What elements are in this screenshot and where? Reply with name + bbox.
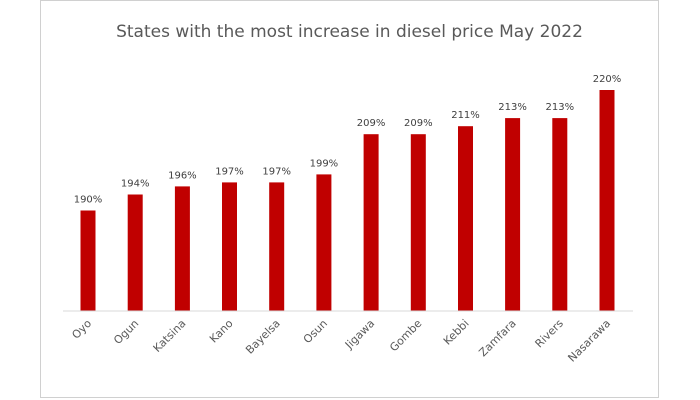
x-tick-label-kano: Kano xyxy=(207,317,236,346)
data-label-osun: 199% xyxy=(310,158,339,169)
x-tick-label-osun: Osun xyxy=(301,317,330,346)
data-label-oyo: 190% xyxy=(74,195,103,206)
data-label-kebbi: 211% xyxy=(451,110,480,121)
x-tick-label-jigawa: Jigawa xyxy=(342,317,377,352)
x-tick-label-oyo: Oyo xyxy=(69,317,94,342)
data-label-katsina: 196% xyxy=(168,170,197,181)
x-tick-label-bayelsa: Bayelsa xyxy=(243,317,283,357)
data-label-nasarawa: 220% xyxy=(593,74,622,85)
data-label-jigawa: 209% xyxy=(357,118,386,129)
x-tick-label-ogun: Ogun xyxy=(111,317,141,347)
data-label-gombe: 209% xyxy=(404,118,433,129)
x-tick-label-kebbi: Kebbi xyxy=(441,317,472,348)
bar-oyo xyxy=(80,210,96,311)
x-tick-label-gombe: Gombe xyxy=(387,317,424,354)
x-tick-label-katsina: Katsina xyxy=(151,317,189,355)
data-label-ogun: 194% xyxy=(121,179,150,190)
bar-rivers xyxy=(552,118,568,311)
bar-ogun xyxy=(127,194,143,311)
data-label-zamfara: 213% xyxy=(498,102,527,113)
bar-zamfara xyxy=(505,118,521,311)
data-label-rivers: 213% xyxy=(546,102,575,113)
bar-jigawa xyxy=(363,134,379,311)
bar-kebbi xyxy=(458,126,473,311)
data-label-bayelsa: 197% xyxy=(262,166,291,177)
bar-kano xyxy=(222,182,237,311)
bar-bayelsa xyxy=(269,182,285,311)
x-tick-label-nasarawa: Nasarawa xyxy=(565,317,613,365)
bar-katsina xyxy=(174,186,190,311)
x-tick-label-zamfara: Zamfara xyxy=(476,317,518,359)
data-label-kano: 197% xyxy=(215,166,244,177)
x-tick-label-rivers: Rivers xyxy=(533,317,567,351)
bar-nasarawa xyxy=(599,90,615,311)
bar-gombe xyxy=(410,134,426,311)
chart-title: States with the most increase in diesel … xyxy=(116,22,583,42)
bar-osun xyxy=(316,174,332,311)
